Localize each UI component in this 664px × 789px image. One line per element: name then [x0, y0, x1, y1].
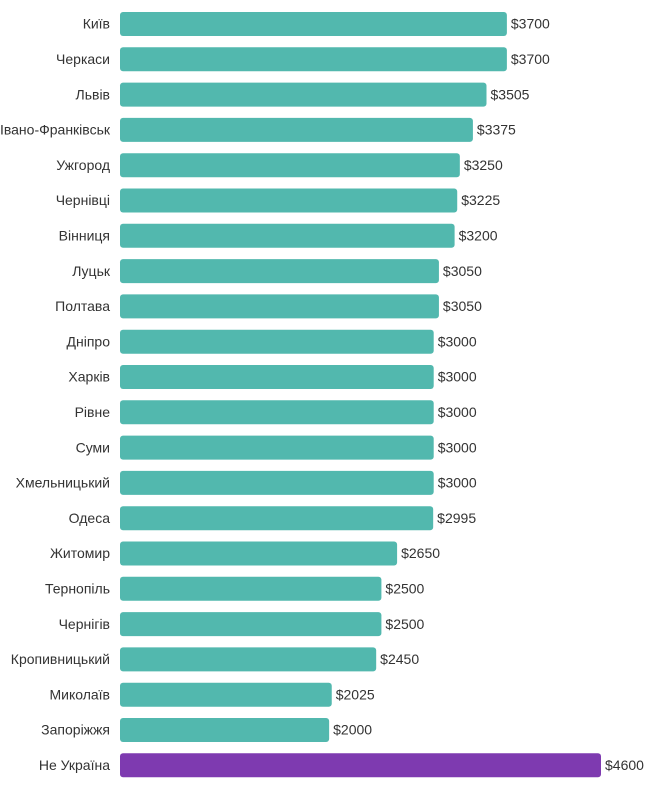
- category-label: Чернівці: [56, 192, 110, 208]
- category-label: Миколаїв: [49, 686, 110, 702]
- bar: [120, 188, 458, 213]
- value-label: $3225: [461, 192, 500, 208]
- category-label: Івано-Франківськ: [0, 122, 111, 138]
- bar: [120, 612, 382, 637]
- bar: [120, 647, 377, 672]
- bar: [120, 82, 487, 107]
- value-label: $4600: [605, 757, 644, 773]
- category-label: Черкаси: [56, 51, 110, 67]
- bar: [120, 718, 330, 742]
- value-label: $3200: [459, 228, 498, 244]
- value-label: $2650: [401, 545, 440, 561]
- category-label: Суми: [76, 439, 110, 455]
- category-label: Ужгород: [56, 157, 110, 173]
- category-label: Запоріжжя: [41, 722, 110, 738]
- category-label: Не Україна: [39, 757, 110, 773]
- value-label: $3050: [443, 298, 482, 314]
- value-label: $3000: [438, 439, 477, 455]
- bar: [120, 153, 460, 178]
- value-label: $3000: [438, 369, 477, 385]
- bar: [120, 753, 601, 778]
- value-label: $3700: [511, 51, 550, 67]
- value-label: $3000: [438, 333, 477, 349]
- category-label: Житомир: [50, 545, 110, 561]
- category-label: Полтава: [55, 298, 110, 314]
- value-label: $3375: [477, 122, 516, 138]
- value-label: $3505: [491, 86, 530, 102]
- bar: [120, 12, 507, 36]
- value-label: $2450: [380, 651, 419, 667]
- bar: [120, 470, 434, 495]
- value-label: $2500: [385, 581, 424, 597]
- bar: [120, 259, 439, 284]
- bar: [120, 682, 332, 707]
- value-label: $3050: [443, 263, 482, 279]
- bar: [120, 223, 455, 248]
- bar: [120, 541, 398, 566]
- category-label: Тернопіль: [45, 581, 110, 597]
- value-label: $2500: [385, 616, 424, 632]
- category-label: Харків: [68, 369, 110, 385]
- bar: [120, 506, 434, 531]
- value-label: $2025: [336, 686, 375, 702]
- bar: [120, 329, 434, 354]
- value-label: $2000: [333, 722, 372, 738]
- bar: [120, 576, 382, 601]
- value-label: $3000: [438, 404, 477, 420]
- bar: [120, 365, 434, 389]
- category-label: Чернігів: [59, 616, 110, 632]
- bar: [120, 117, 473, 142]
- value-label: $3000: [438, 475, 477, 491]
- value-label: $2995: [437, 510, 476, 526]
- category-label: Львів: [76, 86, 110, 102]
- category-label: Луцьк: [72, 263, 111, 279]
- bar: [120, 47, 507, 72]
- bar: [120, 294, 439, 319]
- category-label: Рівне: [75, 404, 111, 420]
- category-label: Дніпро: [67, 333, 111, 349]
- value-label: $3250: [464, 157, 503, 173]
- value-label: $3700: [511, 16, 550, 32]
- category-label: Київ: [83, 16, 110, 32]
- category-label: Вінниця: [59, 228, 110, 244]
- category-label: Одеса: [69, 510, 111, 526]
- category-label: Хмельницький: [16, 475, 110, 491]
- bar: [120, 435, 434, 460]
- bar: [120, 400, 434, 425]
- category-label: Кропивницький: [11, 651, 110, 667]
